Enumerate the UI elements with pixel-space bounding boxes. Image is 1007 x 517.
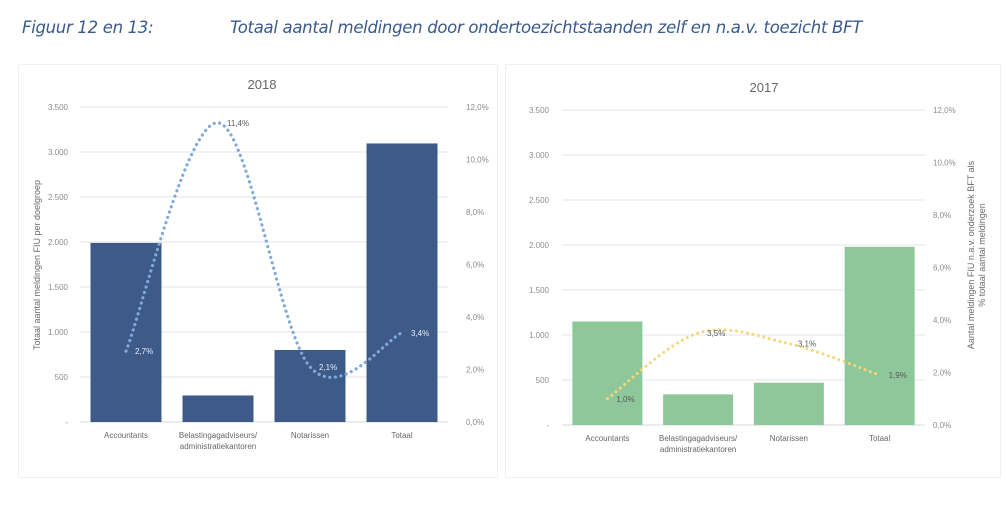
y2-tick-label: 8,0% bbox=[466, 208, 484, 217]
x-tick-label: Totaal bbox=[869, 434, 891, 443]
x-tick-label-line: Notarissen bbox=[770, 434, 808, 443]
y-tick-label: 2.500 bbox=[48, 193, 69, 202]
y-tick-label: 1.500 bbox=[48, 283, 69, 292]
bar-2 bbox=[274, 350, 346, 422]
x-tick-label: Belastingagadviseurs/administratiekantor… bbox=[659, 434, 738, 454]
y2-tick-label: 12,0% bbox=[933, 106, 956, 115]
y-tick-label: 3.000 bbox=[48, 148, 69, 157]
x-tick-label: Accountants bbox=[585, 434, 629, 443]
x-tick-label-line: Totaal bbox=[869, 434, 891, 443]
figure-number: Figuur 12 en 13: bbox=[22, 18, 154, 37]
y-tick-label: 1.000 bbox=[48, 328, 69, 337]
x-tick-label: Accountants bbox=[104, 431, 148, 440]
bar-3 bbox=[844, 246, 915, 425]
bar-1 bbox=[663, 394, 734, 425]
bar-0 bbox=[90, 242, 162, 422]
data-label-0: 1,0% bbox=[616, 395, 634, 404]
data-label-2: 2,1% bbox=[319, 363, 337, 372]
y-tick-label: 2.000 bbox=[48, 238, 69, 247]
bar-1 bbox=[182, 395, 254, 422]
x-tick-label: Belastingagadviseurs/administratiekantor… bbox=[179, 431, 258, 451]
data-label-3: 3,4% bbox=[411, 329, 429, 338]
x-tick-label-line: Notarissen bbox=[291, 431, 329, 440]
chart-2018-title: 2018 bbox=[248, 77, 277, 92]
y-tick-label: 2.000 bbox=[529, 241, 550, 250]
y-tick-label: 3.500 bbox=[48, 103, 69, 112]
y2-tick-label: 6,0% bbox=[933, 264, 951, 273]
y-tick-label: 3.000 bbox=[529, 151, 550, 160]
y2-tick-label: 2,0% bbox=[933, 369, 951, 378]
y2-tick-label: 8,0% bbox=[933, 211, 951, 220]
y2-tick-label: 0,0% bbox=[933, 421, 951, 430]
x-tick-label-line: Accountants bbox=[585, 434, 629, 443]
y2-tick-label: 10,0% bbox=[466, 156, 489, 165]
x-tick-label: Totaal bbox=[391, 431, 413, 440]
y-axis-title: Totaal aantal meldingen FIU per doelgroe… bbox=[32, 180, 42, 350]
y-tick-label: 500 bbox=[55, 373, 69, 382]
x-tick-label: Notarissen bbox=[770, 434, 808, 443]
y2-tick-label: 0,0% bbox=[466, 418, 484, 427]
figure-caption: Figuur 12 en 13: Totaal aantal meldingen … bbox=[22, 18, 862, 37]
y2-tick-label: 4,0% bbox=[933, 316, 951, 325]
data-label-1: 3,5% bbox=[707, 329, 725, 338]
y2-tick-label: 12,0% bbox=[466, 103, 489, 112]
line-series-2017 bbox=[605, 328, 882, 401]
x-tick-label-line: Totaal bbox=[391, 431, 413, 440]
y2-tick-label: 4,0% bbox=[466, 313, 484, 322]
y-tick-label: 500 bbox=[536, 376, 550, 385]
data-label-2: 3,1% bbox=[798, 340, 816, 349]
x-tick-label-line: Belastingagadviseurs/ bbox=[659, 434, 738, 443]
y2-axis-title: Aantal meldingen FIU n.a.v. onderzoek BF… bbox=[966, 160, 987, 349]
chart-2017-title: 2017 bbox=[750, 80, 779, 95]
y2-axis-title-line: % totaal aantal meldingen bbox=[977, 203, 987, 307]
y-tick-label: - bbox=[65, 418, 68, 427]
y-tick-label: 3.500 bbox=[529, 106, 550, 115]
y-tick-label: 1.500 bbox=[529, 286, 550, 295]
data-label-0: 2,7% bbox=[135, 347, 153, 356]
bar-0 bbox=[572, 321, 643, 425]
x-tick-label-line: Belastingagadviseurs/ bbox=[179, 431, 258, 440]
chart-2018-frame bbox=[18, 64, 498, 478]
bar-3 bbox=[366, 143, 438, 422]
line-series-2018 bbox=[124, 121, 404, 379]
x-tick-label-line: administratiekantoren bbox=[180, 442, 256, 451]
y2-tick-label: 10,0% bbox=[933, 159, 956, 168]
y2-tick-label: 6,0% bbox=[466, 261, 484, 270]
y-tick-label: 1.000 bbox=[529, 331, 550, 340]
chart-2017-frame bbox=[505, 64, 1001, 478]
x-tick-label: Notarissen bbox=[291, 431, 329, 440]
x-tick-label-line: Accountants bbox=[104, 431, 148, 440]
y2-tick-label: 2,0% bbox=[466, 366, 484, 375]
bar-2 bbox=[753, 382, 824, 425]
y2-axis-title-line: Aantal meldingen FIU n.a.v. onderzoek BF… bbox=[966, 160, 976, 349]
data-label-3: 1,9% bbox=[889, 371, 907, 380]
figure-title: Totaal aantal meldingen door ondertoezic… bbox=[230, 18, 863, 37]
data-label-1: 11,4% bbox=[227, 119, 249, 128]
y-tick-label: 2.500 bbox=[529, 196, 550, 205]
x-tick-label-line: administratiekantoren bbox=[660, 445, 736, 454]
y-tick-label: - bbox=[546, 421, 549, 430]
